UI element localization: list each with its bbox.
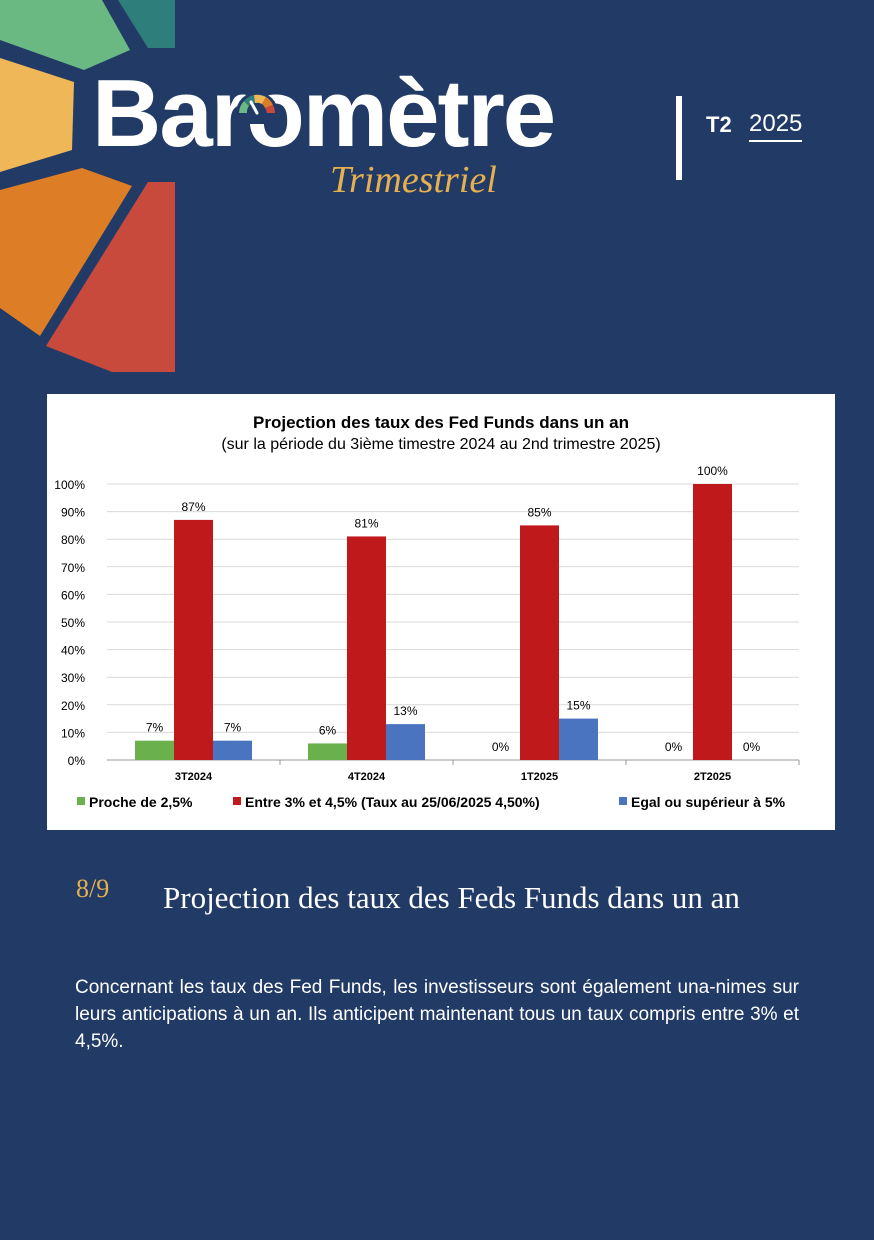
petal-yellow [0,58,74,172]
x-tick-label: 2T2025 [694,771,731,783]
y-tick-label: 90% [61,506,85,520]
y-tick-label: 100% [54,478,85,492]
y-tick-label: 50% [61,616,85,630]
legend-label: Egal ou supérieur à 5% [631,794,786,810]
bar [308,743,347,760]
section-title: Projection des taux des Feds Funds dans … [163,880,740,915]
y-tick-label: 60% [61,588,85,602]
header-divider [676,96,682,180]
page-number: 8/9 [76,874,110,903]
y-tick-label: 30% [61,671,85,685]
decorative-petals [0,0,175,372]
bar [135,740,174,760]
y-tick-label: 20% [61,699,85,713]
bar [693,484,732,760]
data-label: 0% [665,740,683,754]
y-tick-label: 0% [68,754,86,768]
legend-swatch [619,797,627,805]
bar [520,525,559,760]
data-label: 85% [527,505,551,519]
legend-label: Proche de 2,5% [89,794,193,810]
chart-subtitle: (sur la période du 3ième timestre 2024 a… [221,436,660,453]
bar [347,536,386,760]
data-label: 15% [566,699,590,713]
bar [174,519,213,760]
x-tick-label: 3T2024 [175,771,213,783]
petal-green [0,0,130,70]
chart-title: Projection des taux des Fed Funds dans u… [253,413,629,432]
petal-red [46,182,175,372]
brand-title: Baromètre [92,60,556,167]
gauge-icon [236,92,278,124]
y-tick-label: 70% [61,561,85,575]
x-tick-label: 1T2025 [521,771,558,783]
data-label: 6% [319,723,337,737]
data-label: 0% [492,740,510,754]
bar [213,740,252,760]
bar [559,718,598,760]
data-label: 13% [393,704,417,718]
data-label: 0% [743,740,761,754]
quarter-label: T2 [706,112,732,137]
bar-chart: Projection des taux des Fed Funds dans u… [54,413,800,810]
petal-orange [0,168,132,336]
data-label: 81% [354,516,378,530]
legend-swatch [233,797,241,805]
bar [386,724,425,760]
petal-teal [118,0,175,48]
year-label: 2025 [749,110,803,142]
y-tick-label: 10% [61,726,85,740]
legend-label: Entre 3% et 4,5% (Taux au 25/06/2025 4,5… [245,794,540,810]
section-body: Concernant les taux des Fed Funds, les i… [75,977,799,1052]
y-tick-label: 80% [61,533,85,547]
data-label: 100% [697,464,728,478]
data-label: 7% [146,721,164,735]
legend-swatch [77,797,85,805]
data-label: 7% [224,721,242,735]
y-tick-label: 40% [61,644,85,658]
x-tick-label: 4T2024 [348,771,386,783]
chart-panel: Projection des taux des Fed Funds dans u… [47,394,835,830]
brand-subtitle: Trimestriel [330,159,497,201]
data-label: 87% [181,500,205,514]
